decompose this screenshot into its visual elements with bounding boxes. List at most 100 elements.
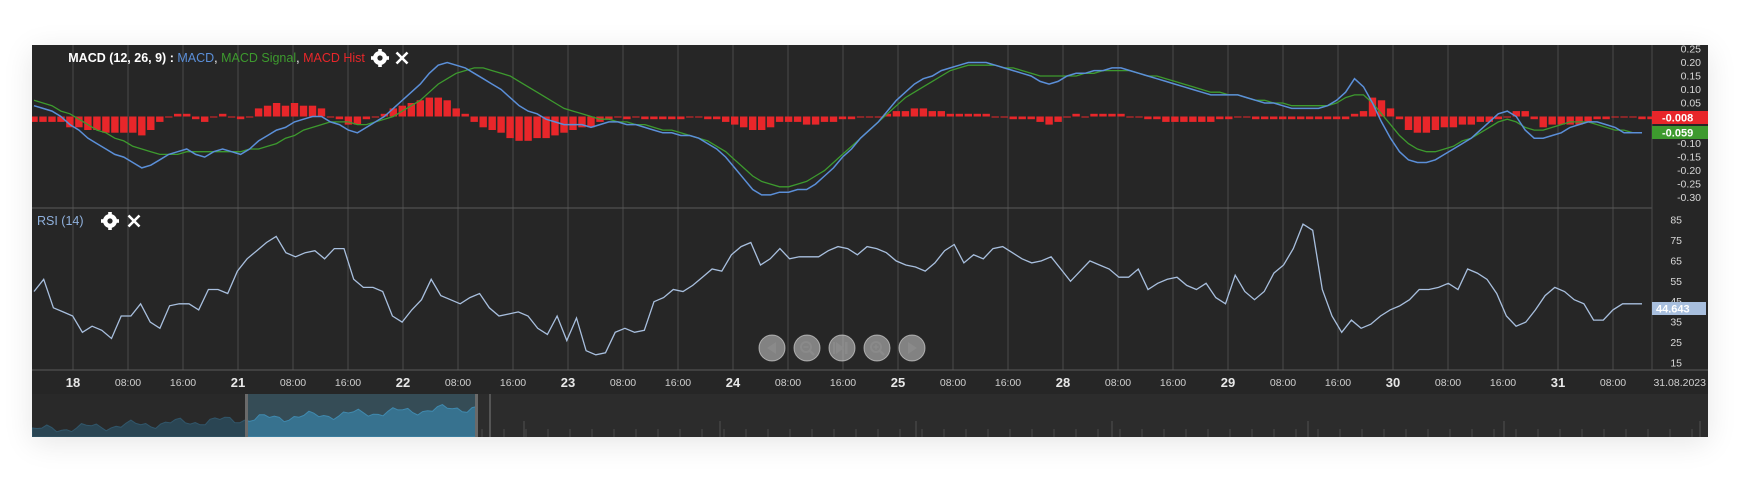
macd-hist-bar [1629, 116, 1637, 118]
zoom-out-button[interactable] [793, 334, 821, 362]
macd-hist-bar [515, 116, 523, 141]
macd-hist-bar [1225, 116, 1233, 120]
macd-hist-bar [1368, 97, 1377, 117]
play-step-button[interactable] [828, 334, 856, 362]
macd-hist-bar [1027, 116, 1035, 120]
macd-hist-bar [1108, 113, 1116, 117]
macd-hist-bar [901, 111, 910, 117]
macd-hist-bar [1458, 116, 1467, 125]
macd-hist-bar [165, 116, 173, 118]
macd-hist-bar [937, 111, 945, 117]
macd-hist-bar [551, 116, 559, 136]
macd-hist-bar [650, 116, 658, 120]
navigator-right-handle[interactable] [475, 394, 478, 437]
macd-hist-bar [704, 116, 712, 120]
macd-hist-bar [775, 116, 784, 122]
macd-hist-bar [1252, 116, 1260, 120]
macd-hist-bar [290, 103, 299, 117]
macd-hist-bar [93, 116, 101, 130]
macd-hist-bar [1422, 116, 1431, 133]
triangle-right-icon [908, 342, 917, 354]
macd-hist-bar [371, 116, 380, 118]
macd-hist-bar [623, 116, 631, 120]
macd-hist-bar [129, 116, 137, 133]
navigator-divider [489, 394, 491, 437]
macd-hist-bar [138, 116, 146, 136]
x-tick-label: 22 [396, 375, 410, 390]
triangle-left-icon [767, 342, 776, 354]
macd-hist-bar [1431, 116, 1440, 130]
macd-hist-bar [272, 103, 281, 117]
rsi-y-tick-label: 35 [1670, 317, 1682, 329]
macd-hist-bar [1530, 116, 1538, 120]
macd-hist-bar [1314, 116, 1323, 120]
macd-hist-bar [57, 116, 65, 122]
macd-hist-bar [1323, 116, 1332, 120]
macd-hist-bar [1503, 116, 1511, 118]
x-tick-label: 23 [561, 375, 575, 390]
macd-hist-bar [605, 116, 613, 120]
scroll-left-button[interactable] [758, 334, 786, 362]
x-tick-label: 21 [231, 375, 245, 390]
x-tick-label: 08:00 [940, 377, 966, 389]
macd-hist-bar [1638, 116, 1646, 120]
x-tick-label: 08:00 [280, 377, 306, 389]
rsi-last-value: 44.643 [1656, 304, 1690, 316]
macd-hist-bar [1054, 116, 1062, 122]
scroll-right-button[interactable] [898, 334, 926, 362]
macd-hist-bar [749, 116, 757, 130]
macd-hist-bar [838, 116, 847, 120]
zoom-in-button[interactable] [863, 334, 891, 362]
macd-y-tick-label: -0.25 [1677, 179, 1701, 191]
macd-hist-bar [326, 116, 335, 118]
macd-hist-bar [1539, 116, 1547, 128]
rsi-settings-gear-icon[interactable] [101, 212, 119, 230]
navigator-selection-window[interactable] [247, 394, 477, 437]
macd-hist-bar [1404, 116, 1413, 130]
macd-hist-bar [1467, 116, 1475, 125]
macd-hist-bar [389, 108, 397, 117]
macd-hist-bar [677, 116, 685, 120]
macd-hist-bar [973, 113, 981, 117]
macd-hist-bar [1207, 116, 1215, 122]
macd-hist-bar [1620, 116, 1628, 118]
macd-hist-bar [210, 116, 218, 118]
x-tick-label: 08:00 [1270, 377, 1296, 389]
macd-hist-bar [1440, 116, 1449, 128]
macd-hist-bar [353, 116, 362, 125]
macd-hist-bar [470, 116, 478, 122]
x-tick-label: 16:00 [665, 377, 691, 389]
macd-hist-bar [1135, 116, 1143, 118]
macd-hist-bar [686, 116, 694, 118]
rsi-line [33, 223, 1642, 356]
macd-hist-bar [1566, 116, 1574, 125]
macd-hist-bar [533, 116, 541, 139]
macd-y-tick-label: -0.15 [1677, 152, 1701, 164]
macd-hist-bar [299, 105, 308, 117]
macd-hist-bar [245, 116, 254, 118]
x-tick-label: 08:00 [775, 377, 801, 389]
macd-hist-bar [1548, 116, 1556, 125]
navigator-left-handle[interactable] [245, 394, 248, 437]
macd-close-icon[interactable] [395, 51, 409, 65]
rsi-close-icon[interactable] [127, 214, 141, 228]
macd-hist-bar [219, 113, 227, 117]
rsi-title: RSI (14) [37, 214, 84, 228]
x-tick-label: 25 [891, 375, 905, 390]
macd-hist-bar [120, 116, 128, 133]
macd-hist-bar [111, 116, 119, 133]
x-tick-label: 16:00 [500, 377, 526, 389]
rsi-last-badge: 44.643 [1652, 302, 1706, 316]
macd-hist-bar [1584, 116, 1592, 122]
macd-hist-bar [362, 116, 371, 120]
macd-hist-bar [1117, 113, 1125, 117]
macd-hist-bar [892, 111, 901, 117]
macd-hist-bar [569, 116, 577, 130]
macd-y-tick-label: 0.25 [1681, 45, 1702, 56]
macd-settings-gear-icon[interactable] [371, 49, 389, 67]
macd-hist-bar [479, 116, 487, 128]
macd-hist-bar [156, 116, 164, 122]
macd-hist-bar [740, 116, 748, 128]
macd-y-axis: 0.250.20 0.150.10 0.05 -0.10 -0.15-0.20 -0.25… [1677, 45, 1701, 204]
rsi-y-tick-label: 25 [1670, 337, 1682, 349]
